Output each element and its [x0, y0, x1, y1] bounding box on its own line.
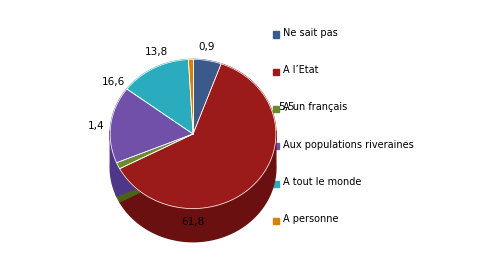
- Polygon shape: [110, 89, 193, 163]
- Polygon shape: [120, 134, 193, 202]
- Polygon shape: [120, 134, 193, 202]
- FancyBboxPatch shape: [273, 69, 279, 75]
- Text: 16,6: 16,6: [102, 77, 126, 87]
- Polygon shape: [127, 59, 193, 134]
- Polygon shape: [120, 64, 276, 209]
- Text: 5,5: 5,5: [278, 102, 294, 112]
- Text: 1,4: 1,4: [87, 121, 104, 131]
- Polygon shape: [110, 131, 117, 196]
- Text: A personne: A personne: [283, 214, 339, 224]
- Polygon shape: [117, 134, 193, 196]
- Text: A tout le monde: A tout le monde: [283, 177, 362, 187]
- Polygon shape: [117, 134, 193, 196]
- FancyBboxPatch shape: [273, 218, 279, 224]
- FancyBboxPatch shape: [273, 106, 279, 112]
- Text: Aux populations riveraines: Aux populations riveraines: [283, 140, 414, 150]
- FancyBboxPatch shape: [273, 181, 279, 187]
- Polygon shape: [117, 134, 193, 169]
- Polygon shape: [188, 59, 193, 134]
- FancyBboxPatch shape: [273, 32, 279, 38]
- Polygon shape: [117, 163, 120, 202]
- Text: 0,9: 0,9: [198, 42, 215, 52]
- Text: 61,8: 61,8: [181, 217, 204, 227]
- Polygon shape: [120, 131, 276, 242]
- Text: 13,8: 13,8: [145, 47, 168, 57]
- Text: Ne sait pas: Ne sait pas: [283, 28, 338, 38]
- FancyBboxPatch shape: [273, 143, 279, 150]
- Polygon shape: [193, 59, 221, 134]
- Text: A un français: A un français: [283, 102, 348, 112]
- Text: A l’Etat: A l’Etat: [283, 65, 319, 75]
